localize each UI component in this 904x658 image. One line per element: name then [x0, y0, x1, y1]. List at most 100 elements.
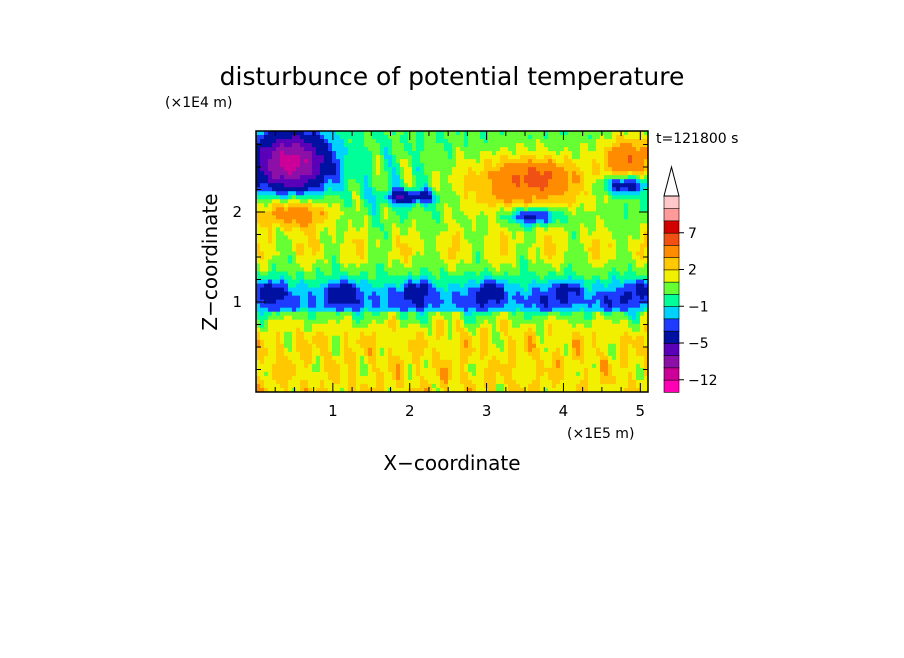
field-cell — [500, 167, 505, 172]
field-cell — [344, 227, 349, 232]
field-cell — [384, 259, 389, 265]
field-cell — [380, 259, 385, 265]
field-cell — [280, 287, 285, 293]
field-cell — [456, 135, 461, 140]
field-cell — [548, 335, 553, 341]
field-cell — [276, 303, 281, 309]
field-cell — [512, 239, 517, 245]
field-cell — [440, 151, 445, 156]
field-cell — [496, 187, 501, 192]
field-cell — [316, 355, 321, 361]
field-cell — [504, 291, 509, 297]
field-cell — [308, 259, 313, 265]
field-cell — [364, 315, 369, 321]
field-cell — [492, 275, 497, 281]
field-cell — [344, 343, 349, 349]
field-cell — [448, 319, 453, 325]
field-cell — [464, 339, 469, 345]
field-cell — [520, 159, 525, 164]
field-cell — [432, 203, 437, 208]
field-cell — [476, 367, 481, 373]
field-cell — [356, 311, 361, 317]
field-cell — [316, 251, 321, 257]
field-cell — [488, 279, 493, 285]
field-cell — [348, 143, 353, 148]
field-cell — [432, 323, 437, 329]
field-cell — [548, 247, 553, 253]
field-cell — [376, 191, 381, 196]
field-cell — [476, 355, 481, 361]
field-cell — [332, 187, 337, 192]
field-cell — [312, 367, 317, 373]
field-cell — [488, 155, 493, 160]
field-cell — [492, 251, 497, 257]
field-cell — [528, 235, 533, 241]
field-cell — [376, 359, 381, 365]
field-cell — [504, 135, 509, 140]
field-cell — [492, 299, 497, 305]
field-cell — [284, 335, 289, 341]
field-cell — [380, 195, 385, 200]
field-cell — [404, 179, 409, 184]
field-cell — [364, 339, 369, 345]
field-cell — [260, 183, 265, 188]
field-cell — [368, 363, 373, 369]
field-cell — [260, 135, 265, 140]
field-cell — [340, 319, 345, 325]
field-cell — [532, 167, 537, 172]
field-cell — [476, 291, 481, 297]
field-cell — [560, 307, 565, 313]
field-cell — [336, 227, 341, 232]
field-cell — [288, 151, 293, 156]
field-cell — [504, 139, 509, 144]
field-cell — [340, 163, 345, 168]
field-cell — [492, 247, 497, 253]
field-cell — [316, 135, 321, 140]
field-cell — [336, 131, 341, 136]
field-cell — [500, 311, 505, 317]
field-cell — [304, 251, 309, 257]
field-cell — [292, 235, 297, 241]
field-cell — [384, 175, 389, 180]
field-cell — [464, 159, 469, 164]
field-cell — [376, 163, 381, 168]
field-cell — [432, 355, 437, 361]
field-cell — [312, 371, 317, 377]
field-cell — [456, 171, 461, 176]
field-cell — [436, 227, 441, 232]
field-cell — [452, 335, 457, 341]
field-cell — [504, 235, 509, 241]
field-cell — [388, 263, 393, 269]
field-cell — [420, 191, 425, 196]
field-cell — [256, 191, 261, 196]
field-cell — [412, 251, 417, 257]
field-cell — [268, 255, 273, 261]
field-cell — [288, 195, 293, 200]
field-cell — [552, 355, 557, 361]
field-cell — [524, 191, 529, 196]
field-cell — [428, 167, 433, 172]
field-cell — [340, 131, 345, 136]
field-cell — [324, 139, 329, 144]
field-cell — [352, 331, 357, 337]
field-cell — [404, 239, 409, 245]
field-cell — [420, 307, 425, 313]
field-cell — [512, 159, 517, 164]
field-cell — [548, 283, 553, 289]
field-cell — [324, 247, 329, 253]
field-cell — [404, 251, 409, 257]
field-cell — [392, 235, 397, 241]
field-cell — [404, 275, 409, 281]
field-cell — [412, 207, 417, 212]
field-cell — [472, 247, 477, 253]
field-cell — [380, 183, 385, 188]
field-cell — [444, 303, 449, 309]
field-cell — [552, 251, 557, 257]
field-cell — [532, 363, 537, 369]
field-cell — [484, 243, 489, 249]
field-cell — [344, 263, 349, 269]
field-cell — [380, 131, 385, 136]
field-cell — [408, 359, 413, 365]
field-cell — [340, 271, 345, 277]
